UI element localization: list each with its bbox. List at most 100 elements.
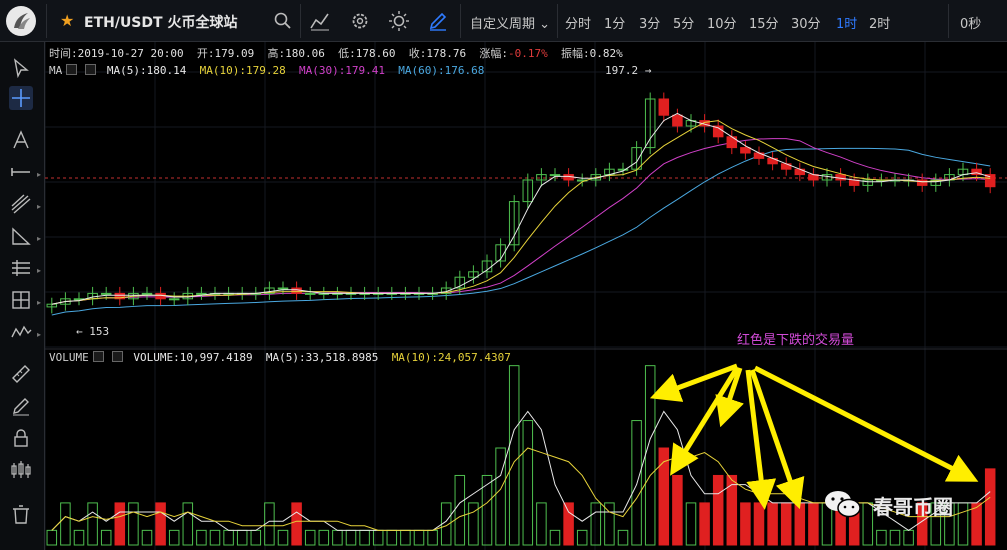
crosshair-icon[interactable] (9, 86, 33, 110)
ma-close-icon[interactable] (85, 64, 97, 75)
app-logo[interactable] (6, 6, 36, 36)
expand-arrow-icon[interactable]: ▸ (37, 266, 42, 275)
volume-bar (740, 502, 751, 546)
candle-body (930, 179, 942, 186)
fibonacci-grid-icon[interactable] (9, 288, 33, 312)
candle-body (495, 244, 506, 262)
volume-bar (495, 447, 506, 546)
pencil-icon[interactable] (9, 394, 33, 418)
draw-pen-icon[interactable] (427, 10, 449, 32)
candle-high: 180.06 (285, 47, 325, 60)
ma30-value: MA(30):179.41 (298, 64, 386, 77)
candle-body (549, 174, 561, 177)
ma5-value: MA(5):180.14 (106, 64, 187, 77)
period-1h[interactable]: 1时 (836, 17, 858, 32)
expand-arrow-icon[interactable]: ▸ (37, 170, 42, 179)
period-5m[interactable]: 5分 (673, 17, 695, 32)
candle-change: -0.17% (507, 47, 548, 60)
period-30m[interactable]: 30分 (791, 17, 821, 32)
candle-body (440, 287, 452, 294)
period-3m[interactable]: 3分 (639, 17, 661, 32)
symbol-title[interactable]: ETH/USDT 火币全球站 (84, 15, 238, 31)
theme-icon[interactable] (388, 10, 410, 32)
custom-period-dropdown[interactable]: 自定义周期 ⌄ (470, 17, 551, 32)
volume-bar (549, 529, 561, 546)
chart-grid (45, 42, 1007, 550)
period-15m[interactable]: 15分 (749, 17, 779, 32)
indicator-icon[interactable] (309, 10, 331, 32)
candle-body (916, 179, 928, 186)
volume-bar (563, 502, 574, 546)
toolbar-divider (300, 4, 301, 38)
candle-body (277, 287, 289, 290)
candle-body (672, 114, 683, 127)
candle-body (454, 276, 466, 289)
period-10m[interactable]: 10分 (707, 17, 737, 32)
settings-icon[interactable] (349, 10, 371, 32)
candle-body (971, 168, 982, 176)
candle-body (522, 179, 534, 203)
volume-bar (413, 529, 425, 546)
toolbar-divider (46, 4, 47, 38)
candle-open: 179.09 (214, 47, 255, 60)
candle-body (631, 147, 642, 170)
period-2h[interactable]: 2时 (869, 17, 891, 32)
parallel-lines-icon[interactable] (9, 256, 33, 280)
trend-lines-icon[interactable] (9, 192, 33, 216)
expand-arrow-icon[interactable]: ▸ (37, 234, 42, 243)
candles-icon[interactable] (9, 458, 33, 482)
high-price-marker: 197.2 → (605, 64, 652, 77)
triangle-icon[interactable] (9, 224, 33, 248)
candle-body (46, 303, 58, 308)
volume-bar (808, 502, 819, 546)
candle-body (114, 292, 126, 300)
volume-bar (332, 529, 343, 546)
volume-bar (889, 529, 901, 546)
volume-bar (454, 474, 466, 546)
candlesticks (46, 92, 996, 314)
candle-body (984, 174, 996, 188)
ma-info-row: MA MA(5):180.14 MA(10):179.28 MA(30):179… (49, 64, 485, 77)
volume-bar (223, 529, 234, 546)
volume-bar (182, 502, 194, 546)
volume-settings-icon[interactable] (92, 351, 104, 362)
volume-info-row: VOLUME VOLUME:10,997.4189 MA(5):33,518.8… (49, 351, 511, 364)
search-icon[interactable] (272, 10, 294, 32)
volume-bar (984, 468, 996, 546)
expand-arrow-icon[interactable]: ▸ (37, 330, 42, 339)
volume-bar (767, 502, 778, 546)
volume-close-icon[interactable] (111, 351, 123, 362)
volume-bar (73, 529, 85, 546)
candle-low: 178.60 (355, 47, 396, 60)
expand-arrow-icon[interactable]: ▸ (37, 202, 42, 211)
price-chart[interactable] (45, 42, 1007, 550)
ma-settings-icon[interactable] (66, 64, 78, 75)
toolbar-divider (460, 4, 461, 38)
volume-bar (481, 474, 493, 546)
volume-bar (386, 529, 398, 546)
lock-icon[interactable] (9, 426, 33, 450)
candle-body (141, 292, 153, 295)
favorite-star-icon[interactable]: ★ (60, 11, 75, 30)
volume-bar (359, 529, 370, 546)
candle-body (168, 298, 180, 301)
period-1m[interactable]: 1分 (604, 17, 626, 32)
period-timeline[interactable]: 分时 (565, 17, 592, 32)
volume-bar (903, 529, 914, 546)
ruler-icon[interactable] (9, 362, 33, 386)
trash-icon[interactable] (9, 502, 33, 526)
volume-bar (155, 502, 166, 546)
text-icon[interactable] (9, 128, 33, 152)
low-price-marker: ← 153 (76, 325, 110, 338)
countdown-seconds: 0秒 (960, 17, 982, 32)
volume-bar (236, 529, 248, 546)
wechat-icon (823, 487, 863, 521)
volume-bar (318, 529, 330, 546)
wave-icon[interactable] (9, 320, 33, 344)
horizontal-line-icon[interactable] (9, 160, 33, 184)
volume-bar (876, 529, 887, 546)
volume-bar (427, 529, 438, 546)
expand-arrow-icon[interactable]: ▸ (37, 298, 42, 307)
cursor-icon[interactable] (9, 56, 33, 80)
volume-bar (209, 529, 221, 546)
